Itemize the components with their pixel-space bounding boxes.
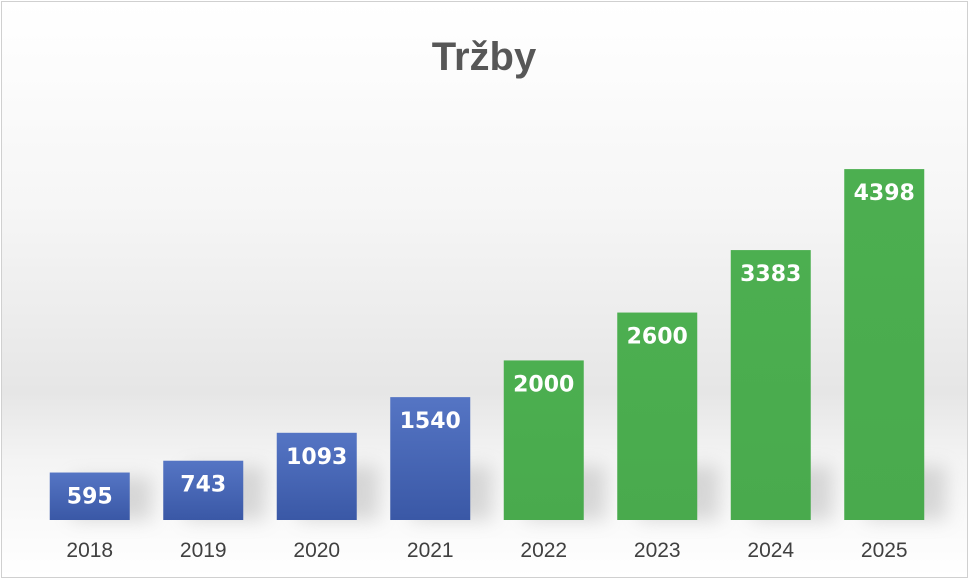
bar-2019: [163, 460, 244, 520]
bar-2018: [49, 472, 130, 520]
x-tick-label-2019: 2019: [180, 539, 227, 562]
bar-2021: [390, 397, 471, 520]
x-tick-label-2025: 2025: [861, 539, 908, 562]
chart-title: Tržby: [432, 35, 537, 79]
data-label-2024: 3383: [740, 262, 801, 287]
x-tick-label-2021: 2021: [407, 539, 454, 562]
bar-2022: [503, 360, 584, 520]
bar-2024: [730, 250, 811, 521]
bars-group: [49, 169, 925, 521]
data-label-2020: 1093: [286, 445, 347, 470]
data-label-2023: 2600: [627, 325, 688, 350]
x-tick-labels-group: 2018 2019 2020 2021 2022 2023 2024 2025: [66, 539, 907, 562]
x-tick-label-2023: 2023: [634, 539, 681, 562]
data-label-2018: 595: [67, 485, 113, 510]
x-tick-label-2022: 2022: [520, 539, 567, 562]
data-label-2022: 2000: [513, 372, 574, 397]
bar-2025: [844, 169, 925, 520]
data-labels-group: 595 743 1093 1540 2000 2600 3383 4398: [67, 181, 915, 509]
bar-2020: [276, 432, 357, 520]
data-label-2025: 4398: [854, 181, 915, 206]
data-label-2021: 1540: [400, 409, 461, 434]
data-label-2019: 743: [180, 473, 226, 498]
x-tick-label-2020: 2020: [293, 539, 340, 562]
x-tick-label-2024: 2024: [747, 539, 794, 562]
x-tick-label-2018: 2018: [66, 539, 113, 562]
bar-2023: [617, 312, 698, 520]
